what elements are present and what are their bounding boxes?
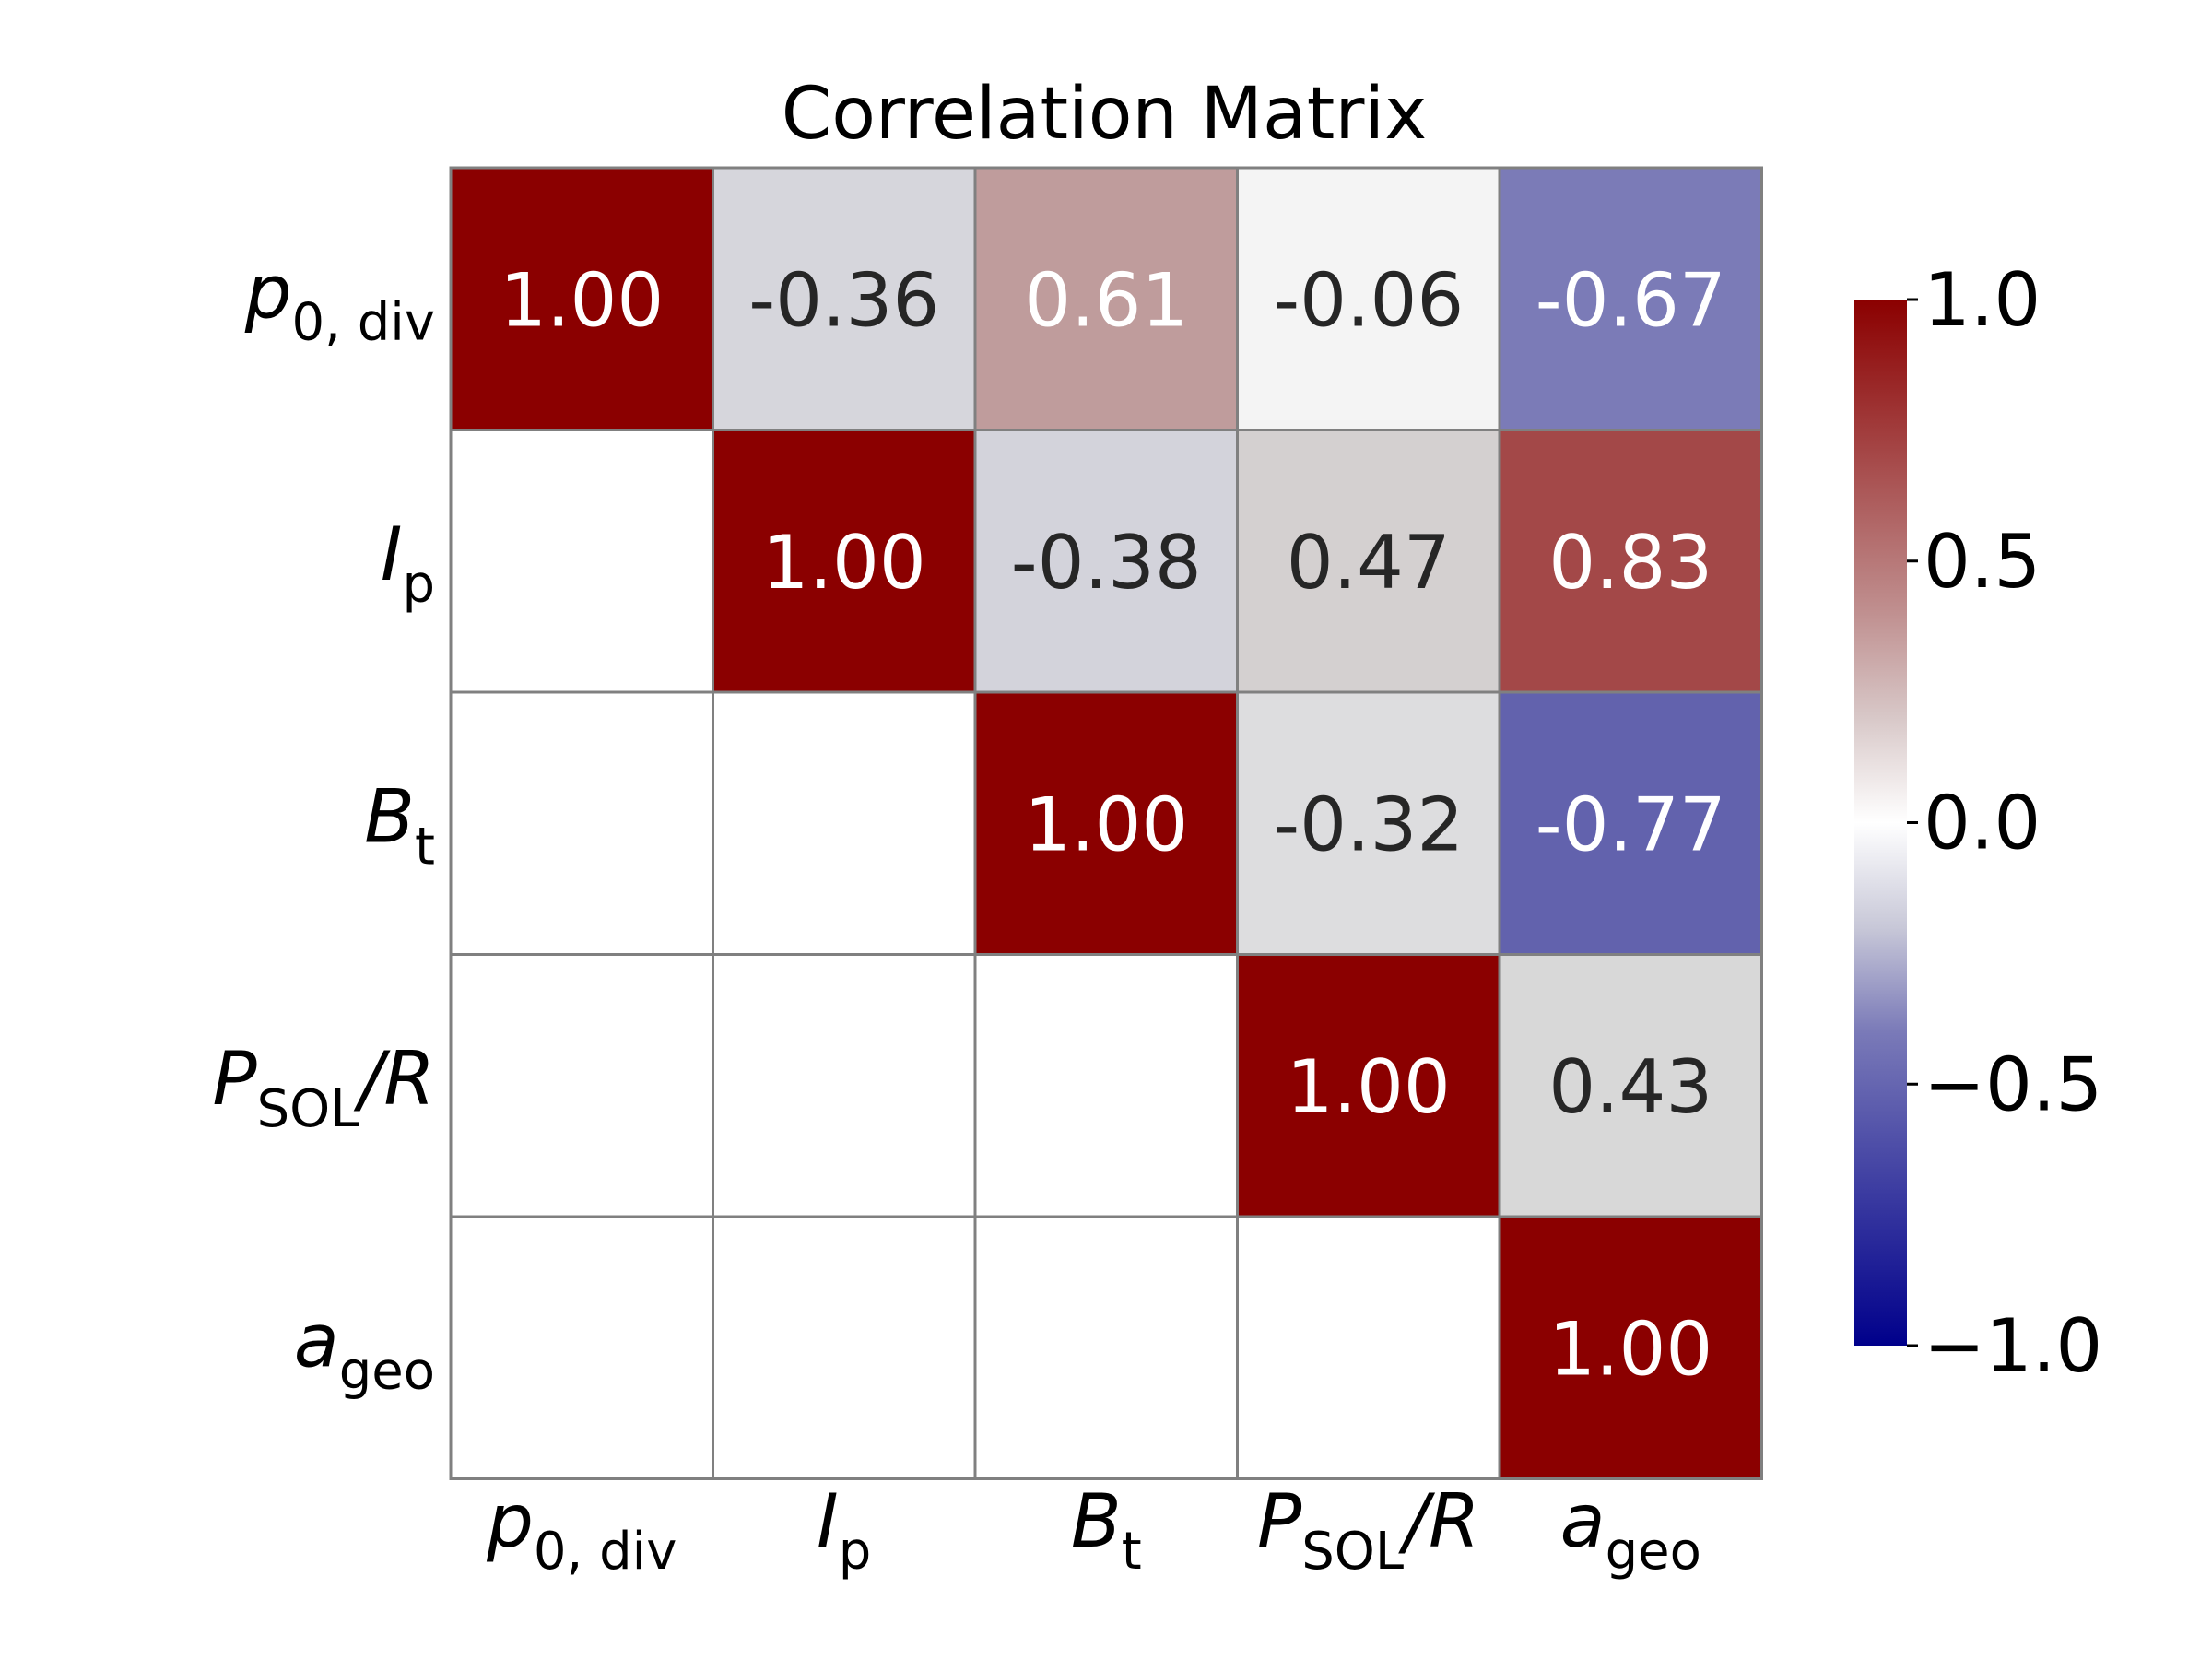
heatmap-cell-r1-c0 bbox=[449, 429, 714, 694]
heatmap-cell-r3-c1 bbox=[712, 953, 977, 1218]
chart-title: Correlation Matrix bbox=[782, 73, 1427, 156]
x-label-2: Bt bbox=[1071, 1478, 1142, 1582]
x-label-0: p0, div bbox=[486, 1478, 677, 1582]
y-label-0: p0, div bbox=[244, 249, 435, 352]
cell-value-r0-c3: -0.06 bbox=[1273, 257, 1464, 343]
y-label-3: PSOL/R bbox=[212, 1036, 435, 1139]
cell-value-r1-c3: 0.47 bbox=[1287, 520, 1451, 606]
cell-value-r0-c1: -0.36 bbox=[748, 257, 939, 343]
heatmap-cell-r2-c3 bbox=[1236, 690, 1501, 956]
x-label-4: ageo bbox=[1560, 1478, 1701, 1582]
heatmap-cell-r4-c2 bbox=[973, 1215, 1239, 1480]
y-axis-labels: p0, div Ip Bt PSOL/R ageo bbox=[212, 249, 435, 1401]
cell-value-r0-c0: 1.00 bbox=[500, 257, 664, 343]
heatmap-cell-r2-c4 bbox=[1498, 690, 1763, 956]
cell-value-r1-c4: 0.83 bbox=[1548, 520, 1712, 606]
heatmap-cell-r0-c4 bbox=[1498, 166, 1763, 431]
cell-value-r1-c2: -0.38 bbox=[1011, 520, 1202, 606]
heatmap-cell-r2-c0 bbox=[449, 690, 714, 956]
cell-value-r0-c4: -0.67 bbox=[1535, 257, 1726, 343]
heatmap-cell-r0-c1 bbox=[712, 166, 977, 431]
colorbar-gradient bbox=[1854, 300, 1907, 1346]
colorbar-tick-label-3: −0.5 bbox=[1924, 1041, 2102, 1127]
heatmap-cell-r0-c3 bbox=[1236, 166, 1501, 431]
heatmap-cell-r3-c0 bbox=[449, 953, 714, 1218]
colorbar: 1.0 0.5 0.0 −0.5 −1.0 bbox=[1854, 257, 2102, 1389]
heatmap-cell-r3-c2 bbox=[973, 953, 1239, 1218]
heatmap-cell-r2-c2 bbox=[973, 690, 1239, 956]
heatmap-cell-r0-c2 bbox=[973, 166, 1239, 431]
heatmap-cell-r3-c4 bbox=[1498, 953, 1763, 1218]
heatmap-cell-labels: 1.00 -0.36 0.61 -0.06 -0.67 1.00 -0.38 0.47 0.83… bbox=[500, 257, 1726, 1392]
heatmap-cell-r4-c4 bbox=[1498, 1215, 1763, 1480]
x-label-3: PSOL/R bbox=[1257, 1478, 1480, 1582]
y-label-1: Ip bbox=[381, 512, 435, 615]
x-axis-labels: p0, div Ip Bt PSOL/R ageo bbox=[486, 1478, 1701, 1582]
cell-value-r2-c3: -0.32 bbox=[1273, 782, 1464, 867]
colorbar-tick-label-2: 0.0 bbox=[1924, 781, 2041, 866]
x-label-1: Ip bbox=[817, 1478, 871, 1582]
heatmap-cell-r4-c1 bbox=[712, 1215, 977, 1480]
heatmap-cell-r1-c4 bbox=[1498, 429, 1763, 694]
colorbar-tick-label-4: −1.0 bbox=[1924, 1303, 2102, 1389]
heatmap-cells bbox=[449, 166, 1763, 1480]
cell-value-r3-c4: 0.43 bbox=[1548, 1044, 1712, 1130]
y-label-2: Bt bbox=[364, 773, 435, 877]
y-label-4: ageo bbox=[294, 1298, 435, 1401]
cell-value-r4-c4: 1.00 bbox=[1548, 1306, 1712, 1392]
cell-value-r1-c1: 1.00 bbox=[762, 520, 926, 606]
cell-value-r2-c4: -0.77 bbox=[1535, 782, 1726, 867]
heatmap-cell-r4-c0 bbox=[449, 1215, 714, 1480]
heatmap-cell-r0-c0 bbox=[449, 166, 714, 431]
heatmap-cell-r2-c1 bbox=[712, 690, 977, 956]
heatmap-cell-r4-c3 bbox=[1236, 1215, 1501, 1480]
cell-value-r2-c2: 1.00 bbox=[1024, 782, 1188, 867]
cell-value-r3-c3: 1.00 bbox=[1287, 1044, 1451, 1130]
cell-value-r0-c2: 0.61 bbox=[1024, 257, 1188, 343]
colorbar-tick-label-0: 1.0 bbox=[1924, 257, 2041, 343]
heatmap-cell-r1-c2 bbox=[973, 429, 1239, 694]
heatmap-cell-r3-c3 bbox=[1236, 953, 1501, 1218]
colorbar-tick-label-1: 0.5 bbox=[1924, 519, 2041, 605]
colorbar-ticks: 1.0 0.5 0.0 −0.5 −1.0 bbox=[1907, 257, 2102, 1389]
